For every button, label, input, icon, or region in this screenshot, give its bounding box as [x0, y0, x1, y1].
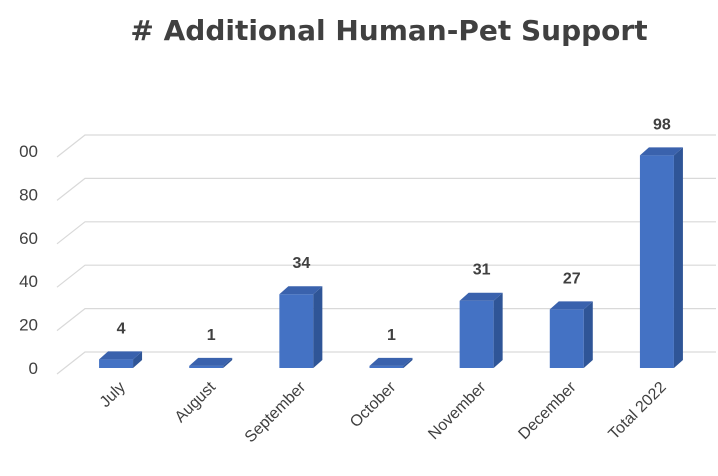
bar-top	[459, 292, 503, 301]
x-tick-label: Total 2022	[606, 379, 670, 443]
bar-front	[369, 365, 404, 368]
bar-side	[583, 301, 593, 368]
y-tick-label: 60	[19, 229, 38, 248]
gridlines	[56, 134, 716, 375]
x-tick-label: November	[425, 378, 490, 443]
y-tick-label: 40	[19, 272, 38, 291]
gridline	[56, 351, 716, 375]
bar-front	[279, 294, 314, 368]
data-label: 1	[387, 327, 396, 344]
data-label: 4	[117, 320, 126, 337]
bar-side	[673, 147, 683, 368]
y-axis-tick-labels: 0 20 40 60 80 00	[19, 142, 38, 378]
bar-front	[99, 359, 134, 368]
y-tick-label: 0	[29, 359, 38, 378]
y-tick-label: 20	[19, 316, 38, 335]
bar	[189, 357, 233, 368]
bar-side	[133, 351, 143, 368]
data-label: 98	[653, 116, 671, 133]
bar-front	[549, 309, 584, 368]
y-tick-label: 80	[19, 185, 38, 204]
bar-side	[313, 286, 323, 368]
gridline	[56, 264, 716, 288]
x-axis-tick-labels: July August September October November Decemb…	[97, 378, 670, 446]
y-tick-label: 00	[19, 142, 38, 161]
bar	[369, 357, 413, 368]
data-label: 1	[207, 327, 216, 344]
bar-top	[639, 147, 683, 156]
bar-side	[403, 357, 413, 368]
data-label: 31	[473, 262, 491, 279]
gridline	[56, 308, 716, 332]
bar-front	[459, 300, 494, 368]
bar-side	[223, 357, 233, 368]
x-tick-label: October	[347, 378, 400, 431]
bar	[99, 351, 143, 368]
bar-top	[189, 357, 233, 366]
bar-top	[369, 357, 413, 366]
data-labels: 4 1 34 1 31 27 98	[117, 116, 671, 343]
x-tick-label: August	[172, 378, 220, 426]
bar-top	[279, 286, 323, 295]
bar-side	[493, 292, 503, 368]
bar-front	[189, 365, 224, 368]
bar-top	[99, 351, 143, 360]
data-label: 34	[292, 255, 310, 272]
x-tick-label: December	[515, 378, 580, 443]
data-label: 27	[563, 270, 581, 287]
gridline	[56, 221, 716, 245]
bar-front	[639, 155, 674, 368]
gridline	[56, 134, 716, 158]
x-tick-label: July	[97, 379, 129, 411]
gridline	[56, 177, 716, 201]
bars	[99, 147, 683, 368]
bar	[459, 292, 503, 368]
chart-title: # Additional Human-Pet Support	[130, 14, 647, 47]
bar	[549, 301, 593, 368]
x-tick-label: September	[242, 378, 310, 446]
bar-top	[549, 301, 593, 310]
bar	[279, 286, 323, 368]
bar	[639, 147, 683, 368]
